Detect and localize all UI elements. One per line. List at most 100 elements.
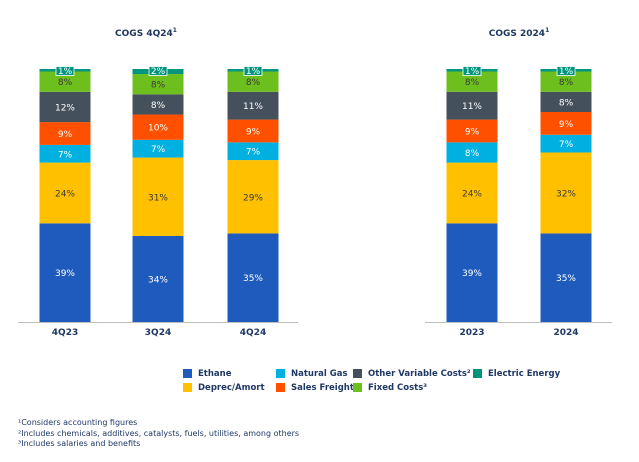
data-label-sales-freight-2023: 9% (465, 127, 480, 137)
legend-label: Fixed Costs³ (368, 382, 427, 393)
data-label-box-electric-energy-2024 (556, 66, 576, 76)
data-label-electric-energy-2024: 1% (559, 67, 574, 77)
x-tick-label-2023: 2023 (459, 328, 484, 338)
bar-segment-fixed-costs-3q24 (132, 74, 184, 95)
legend-swatch (183, 383, 192, 392)
data-label-natural-gas-4q23: 7% (58, 150, 73, 160)
data-label-ethane-4q24: 35% (243, 274, 263, 284)
bar-segment-other-variable-costs-4q24 (227, 91, 279, 120)
data-label-deprec-amort-4q23: 24% (55, 189, 75, 199)
data-label-electric-energy-2023: 1% (465, 67, 480, 77)
data-label-deprec-amort-4q24: 29% (243, 193, 263, 203)
bar-segment-other-variable-costs-3q24 (132, 94, 184, 115)
bar-segment-ethane-3q24 (132, 235, 184, 322)
bar-segment-natural-gas-4q23 (39, 144, 91, 163)
bar-segment-fixed-costs-2024 (540, 71, 592, 92)
bar-segment-fixed-costs-4q24 (227, 71, 279, 92)
legend-swatch (353, 369, 362, 378)
bar-segment-natural-gas-2024 (540, 134, 592, 153)
bar-segment-other-variable-costs-2024 (540, 91, 592, 113)
footnote-2: ²Includes chemicals, additives, catalyst… (18, 428, 300, 438)
legend-item-natural-gas: Natural Gas (276, 368, 348, 379)
legend-item-electric-energy: Electric Energy (473, 368, 560, 379)
bar-segment-other-variable-costs-2023 (446, 91, 498, 120)
legend-item-deprec-amort: Deprec/Amort (183, 382, 265, 393)
data-label-other-variable-costs-2023: 11% (462, 102, 482, 112)
data-label-fixed-costs-2024: 8% (559, 78, 574, 88)
legend-label: Natural Gas (291, 368, 348, 379)
bar-segment-ethane-2024 (540, 233, 592, 322)
data-label-box-electric-energy-4q23 (55, 66, 75, 76)
footnotes: ¹Considers accounting figures ²Includes … (18, 418, 299, 450)
bar-segment-sales-freight-2023 (446, 119, 498, 143)
data-label-other-variable-costs-2024: 8% (559, 98, 574, 108)
x-tick-label-4q24: 4Q24 (240, 328, 266, 338)
legend-item-fixed-costs: Fixed Costs³ (353, 382, 427, 393)
bar-segment-fixed-costs-4q23 (39, 71, 91, 92)
data-label-deprec-amort-2024: 32% (556, 189, 576, 199)
bar-segment-sales-freight-4q23 (39, 122, 91, 145)
bar-segment-deprec-amort-4q23 (39, 162, 91, 224)
legend-item-ethane: Ethane (183, 368, 231, 379)
legend-swatch (276, 383, 285, 392)
bar-segment-sales-freight-2024 (540, 112, 592, 135)
data-label-other-variable-costs-4q23: 12% (55, 103, 75, 113)
bar-segment-sales-freight-4q24 (227, 119, 279, 143)
data-label-natural-gas-4q24: 7% (246, 148, 261, 158)
legend-label: Deprec/Amort (198, 382, 265, 393)
bar-segment-natural-gas-3q24 (132, 139, 184, 158)
data-label-fixed-costs-4q24: 8% (246, 78, 261, 88)
data-label-electric-energy-4q23: 1% (58, 67, 73, 77)
data-label-deprec-amort-3q24: 31% (148, 193, 168, 203)
bar-segment-deprec-amort-2023 (446, 162, 498, 224)
legend-label: Other Variable Costs² (368, 368, 471, 379)
legend-label: Ethane (198, 368, 232, 379)
data-label-sales-freight-3q24: 10% (148, 124, 168, 134)
data-label-natural-gas-2024: 7% (559, 140, 574, 150)
bar-segment-fixed-costs-2023 (446, 71, 498, 92)
data-label-fixed-costs-3q24: 8% (151, 81, 166, 91)
x-tick-label-2024: 2024 (553, 328, 578, 338)
data-label-electric-energy-4q24: 1% (246, 67, 261, 77)
bar-segment-other-variable-costs-4q23 (39, 91, 91, 123)
chart-title-cogs-2024: COGS 20241 (488, 27, 550, 39)
data-label-ethane-2023: 39% (462, 269, 482, 279)
legend-label: Electric Energy (488, 368, 561, 379)
chart-title-cogs-4q24: COGS 4Q241 (115, 27, 177, 39)
legend-swatch (276, 369, 285, 378)
data-label-deprec-amort-2023: 24% (462, 189, 482, 199)
bar-segment-sales-freight-3q24 (132, 114, 184, 140)
bar-segment-natural-gas-4q24 (227, 142, 279, 161)
data-label-ethane-3q24: 34% (148, 275, 168, 285)
data-label-natural-gas-2023: 8% (465, 149, 480, 159)
bar-segment-ethane-4q23 (39, 223, 91, 322)
bar-segment-ethane-4q24 (227, 233, 279, 322)
data-label-box-electric-energy-3q24 (148, 66, 168, 76)
data-label-sales-freight-4q24: 9% (246, 127, 261, 137)
legend-item-other-variable-costs: Other Variable Costs² (353, 368, 471, 379)
data-label-natural-gas-3q24: 7% (151, 145, 166, 155)
data-label-fixed-costs-4q23: 8% (58, 78, 73, 88)
bar-segment-natural-gas-2023 (446, 142, 498, 163)
data-label-ethane-4q23: 39% (55, 269, 75, 279)
data-label-other-variable-costs-3q24: 8% (151, 101, 166, 111)
data-label-electric-energy-3q24: 2% (151, 67, 166, 77)
data-label-box-electric-energy-2023 (462, 66, 482, 76)
legend-label: Sales Freight (291, 382, 354, 393)
legend-swatch (183, 369, 192, 378)
bar-segment-deprec-amort-2024 (540, 152, 592, 234)
legend-item-sales-freight: Sales Freight (276, 382, 354, 393)
footnote-1: ¹Considers accounting figures (18, 418, 138, 427)
data-label-sales-freight-2024: 9% (559, 120, 574, 130)
data-label-sales-freight-4q23: 9% (58, 130, 73, 140)
data-label-fixed-costs-2023: 8% (465, 78, 480, 88)
footnote-3: ³Includes salaries and benefits (18, 439, 141, 448)
bar-segment-deprec-amort-4q24 (227, 160, 279, 234)
data-label-other-variable-costs-4q24: 11% (243, 102, 263, 112)
data-label-ethane-2024: 35% (556, 274, 576, 284)
legend-swatch (353, 383, 362, 392)
legend-swatch (473, 369, 482, 378)
x-tick-label-3q24: 3Q24 (145, 328, 171, 338)
